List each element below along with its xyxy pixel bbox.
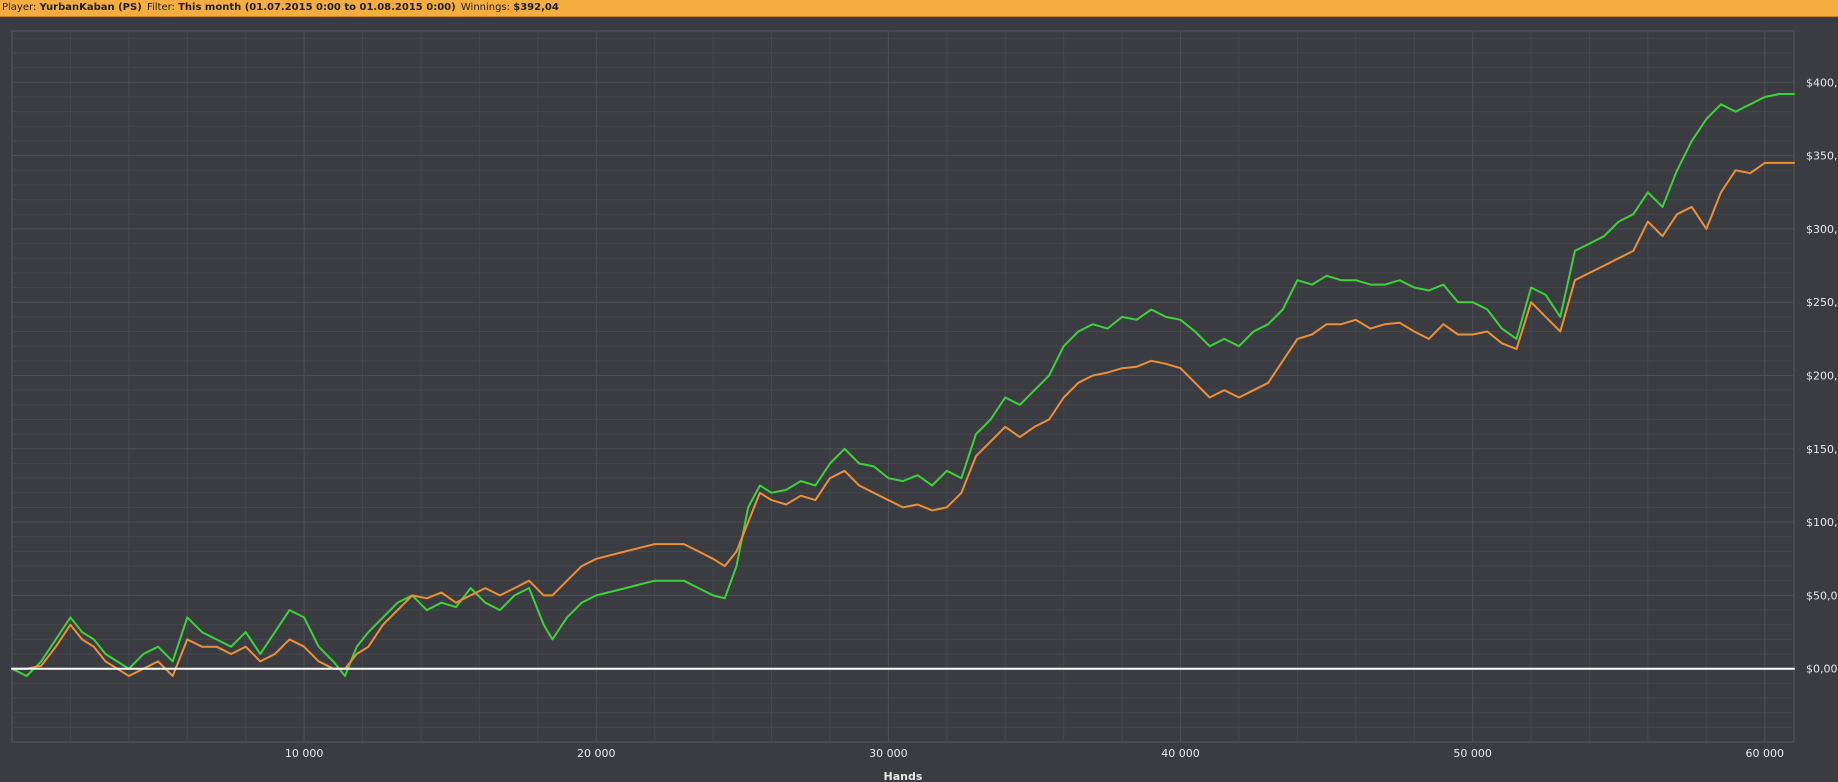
winnings-label: Winnings: bbox=[460, 2, 511, 13]
y-tick-label: $300,00 bbox=[1806, 223, 1838, 236]
y-tick-label: $350,00 bbox=[1806, 150, 1838, 163]
green-winnings-line bbox=[11, 93, 1795, 677]
y-tick-label: $400,00 bbox=[1806, 76, 1838, 89]
x-tick-label: 60 000 bbox=[1746, 747, 1785, 760]
chart-header-bar: Player: YurbanKaban (PS) Filter: This mo… bbox=[0, 0, 1838, 17]
x-tick-label: 40 000 bbox=[1161, 747, 1200, 760]
plot-area bbox=[11, 30, 1795, 743]
y-tick-label: $100,00 bbox=[1806, 516, 1838, 529]
y-tick-label: $250,00 bbox=[1806, 296, 1838, 309]
x-tick-label: 10 000 bbox=[285, 747, 324, 760]
x-axis-ticks: 10 000 20 000 30 000 40 000 50 000 60 000 bbox=[285, 747, 1784, 760]
winnings-value: $392,04 bbox=[513, 2, 559, 13]
player-value: YurbanKaban (PS) bbox=[39, 2, 142, 13]
y-tick-label: $200,00 bbox=[1806, 370, 1838, 383]
y-tick-label: $0,00 bbox=[1806, 663, 1838, 676]
orange-winnings-line bbox=[11, 161, 1795, 677]
y-tick-label: $150,00 bbox=[1806, 443, 1838, 456]
y-tick-label: $50,00 bbox=[1806, 589, 1838, 602]
x-tick-label: 20 000 bbox=[577, 747, 616, 760]
x-axis-title: Hands bbox=[884, 770, 923, 782]
series-layer bbox=[11, 93, 1795, 677]
filter-label: Filter: bbox=[146, 2, 175, 13]
x-tick-label: 30 000 bbox=[869, 747, 908, 760]
filter-value: This month (01.07.2015 0:00 to 01.08.201… bbox=[178, 2, 456, 13]
x-tick-label: 50 000 bbox=[1453, 747, 1492, 760]
grid-major bbox=[12, 31, 1794, 742]
winnings-graph: $0,00 $50,00 $100,00 $150,00 $200,00 $250,00 $… bbox=[11, 30, 1838, 782]
grid-minor bbox=[12, 31, 1794, 742]
y-axis-ticks: $0,00 $50,00 $100,00 $150,00 $200,00 $250,00 $… bbox=[1806, 76, 1838, 675]
player-label: Player: bbox=[2, 2, 37, 13]
